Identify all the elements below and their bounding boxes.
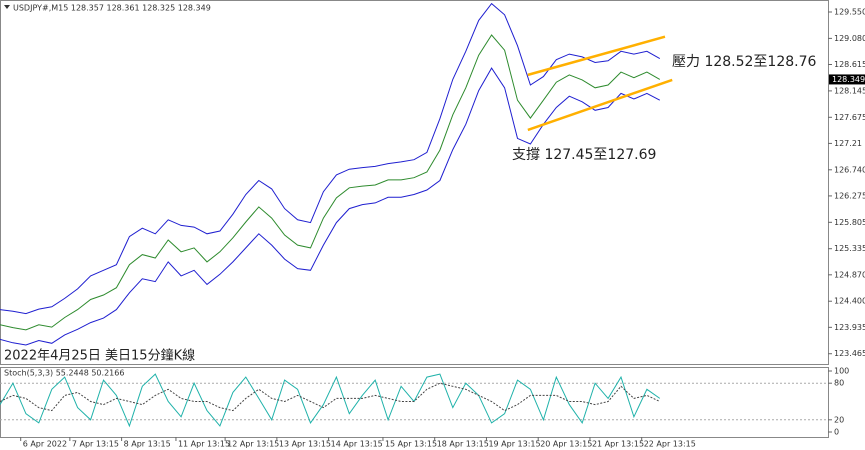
y-tick-label: 127.21 bbox=[834, 139, 862, 148]
annotation: 支撐 127.45至127.69 bbox=[512, 147, 656, 163]
y-tick-label: 129.550 bbox=[834, 7, 865, 16]
menu-arrow bbox=[4, 5, 10, 9]
x-tick-label: 11 Apr 13:15 bbox=[178, 440, 230, 449]
annotation: 壓力 128.52至128.76 bbox=[672, 54, 817, 70]
x-tick-label: 7 Apr 13:15 bbox=[72, 440, 119, 449]
y-tick-label: 127.675 bbox=[834, 113, 865, 122]
y-tick-label: 125.805 bbox=[834, 218, 865, 227]
x-tick-label: 21 Apr 13:15 bbox=[592, 440, 644, 449]
series-line bbox=[0, 382, 661, 412]
price-tag-label: 128.349 bbox=[832, 75, 865, 84]
x-tick-label: 8 Apr 13:15 bbox=[124, 440, 171, 449]
x-tick-label: 19 Apr 13:15 bbox=[488, 440, 540, 449]
price-tag bbox=[829, 74, 865, 85]
y-tick-label: 129.080 bbox=[834, 34, 865, 43]
y-tick-label: 0 bbox=[834, 428, 839, 437]
y-tick-label: 124.870 bbox=[834, 270, 865, 279]
x-tick-label: 15 Apr 13:15 bbox=[385, 440, 437, 449]
y-tick-label: 123.465 bbox=[834, 349, 865, 358]
y-tick-label: 123.935 bbox=[834, 323, 865, 332]
series-line bbox=[0, 67, 661, 346]
x-tick-label: 13 Apr 13:15 bbox=[279, 440, 331, 449]
y-tick-label: 126.740 bbox=[834, 165, 865, 174]
trend-line bbox=[527, 78, 673, 132]
series-line bbox=[0, 373, 661, 428]
x-tick-label: 22 Apr 13:15 bbox=[644, 440, 696, 449]
sub-frame bbox=[0, 367, 829, 438]
trend-line bbox=[527, 35, 666, 77]
y-tick-label: 124.400 bbox=[834, 297, 865, 306]
x-tick-label: 6 Apr 2022 bbox=[23, 440, 67, 449]
main-frame bbox=[0, 0, 829, 365]
y-tick-label: 20 bbox=[834, 415, 844, 424]
y-tick-label: 100 bbox=[834, 367, 849, 376]
y-tick-label: 125.335 bbox=[834, 244, 865, 253]
chart-title: 2022年4月25日 美日15分鐘K線 bbox=[4, 348, 195, 364]
y-tick-label: 128.615 bbox=[834, 60, 865, 69]
y-tick-label: 80 bbox=[834, 379, 844, 388]
series-line bbox=[0, 34, 661, 331]
y-tick-label: 126.275 bbox=[834, 191, 865, 200]
x-tick-label: 20 Apr 13:15 bbox=[540, 440, 592, 449]
chart-header: USDJPY#,M15 128.357 128.361 128.325 128.… bbox=[13, 4, 211, 13]
x-tick-label: 14 Apr 13:15 bbox=[331, 440, 383, 449]
indicator-label: Stoch(5,3,3) 55.2448 50.2166 bbox=[4, 369, 124, 378]
x-tick-label: 18 Apr 13:15 bbox=[437, 440, 489, 449]
x-tick-label: 12 Apr 13:15 bbox=[227, 440, 279, 449]
y-tick-label: 128.145 bbox=[834, 86, 865, 95]
